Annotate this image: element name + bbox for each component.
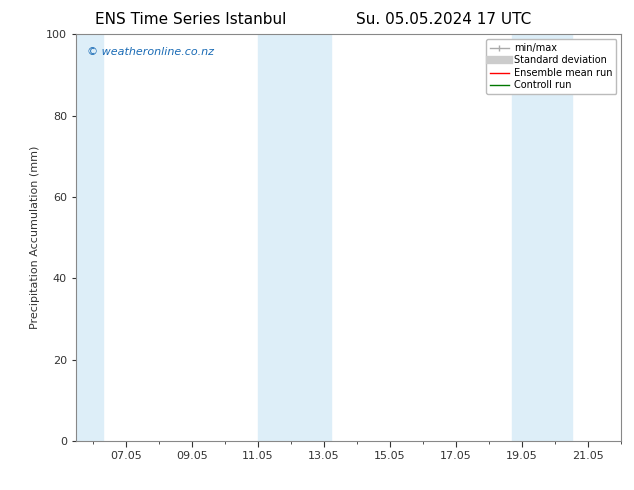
- Text: ENS Time Series Istanbul: ENS Time Series Istanbul: [94, 12, 286, 27]
- Text: © weatheronline.co.nz: © weatheronline.co.nz: [87, 47, 214, 56]
- Y-axis label: Precipitation Accumulation (mm): Precipitation Accumulation (mm): [30, 146, 41, 329]
- Text: Su. 05.05.2024 17 UTC: Su. 05.05.2024 17 UTC: [356, 12, 531, 27]
- Bar: [512, 34, 572, 441]
- Bar: [258, 34, 330, 441]
- Bar: [76, 34, 103, 441]
- Legend: min/max, Standard deviation, Ensemble mean run, Controll run: min/max, Standard deviation, Ensemble me…: [486, 39, 616, 94]
